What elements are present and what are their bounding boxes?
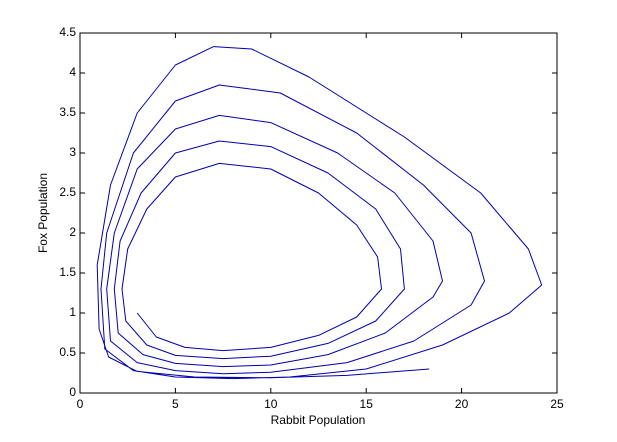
x-axis-label: Rabbit Population — [271, 413, 366, 427]
y-axis-label: Fox Population — [36, 173, 50, 253]
y-tick-label: 2 — [69, 225, 76, 239]
y-tick-label: 1.5 — [59, 265, 76, 279]
x-tick-label: 20 — [455, 397, 469, 411]
data-line — [96, 46, 543, 380]
y-tick-label: 3 — [69, 145, 76, 159]
y-tick-label: 0 — [69, 385, 76, 399]
y-tick-label: 4.5 — [59, 25, 76, 39]
x-tick-label: 0 — [77, 397, 84, 411]
x-tick-label: 25 — [550, 397, 564, 411]
x-tick-label: 10 — [264, 397, 278, 411]
y-tick-label: 4 — [69, 65, 76, 79]
y-tick-label: 0.5 — [59, 345, 76, 359]
y-tick-label: 2.5 — [59, 185, 76, 199]
y-tick-label: 1 — [69, 305, 76, 319]
plot-area — [79, 32, 558, 394]
y-tick-label: 3.5 — [59, 105, 76, 119]
x-tick-label: 15 — [360, 397, 374, 411]
x-tick-label: 5 — [172, 397, 179, 411]
